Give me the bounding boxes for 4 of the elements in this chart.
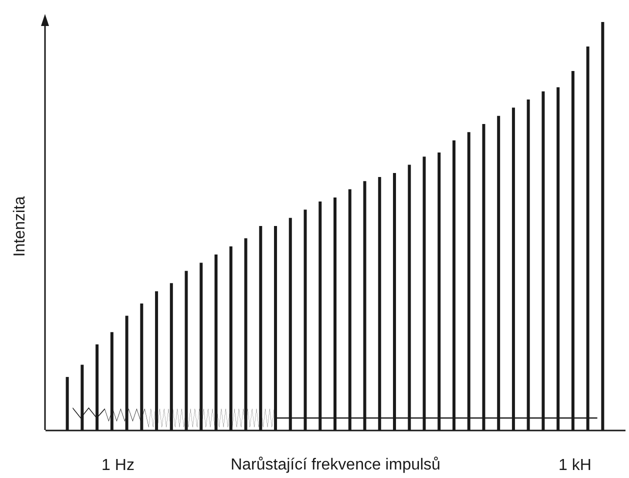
text: 1 kH bbox=[558, 457, 592, 474]
y-axis-title: Intenzita bbox=[12, 196, 28, 257]
x-axis-title: Narůstající frekvence impulsů bbox=[230, 456, 440, 474]
text: 1 Hz bbox=[102, 457, 134, 474]
